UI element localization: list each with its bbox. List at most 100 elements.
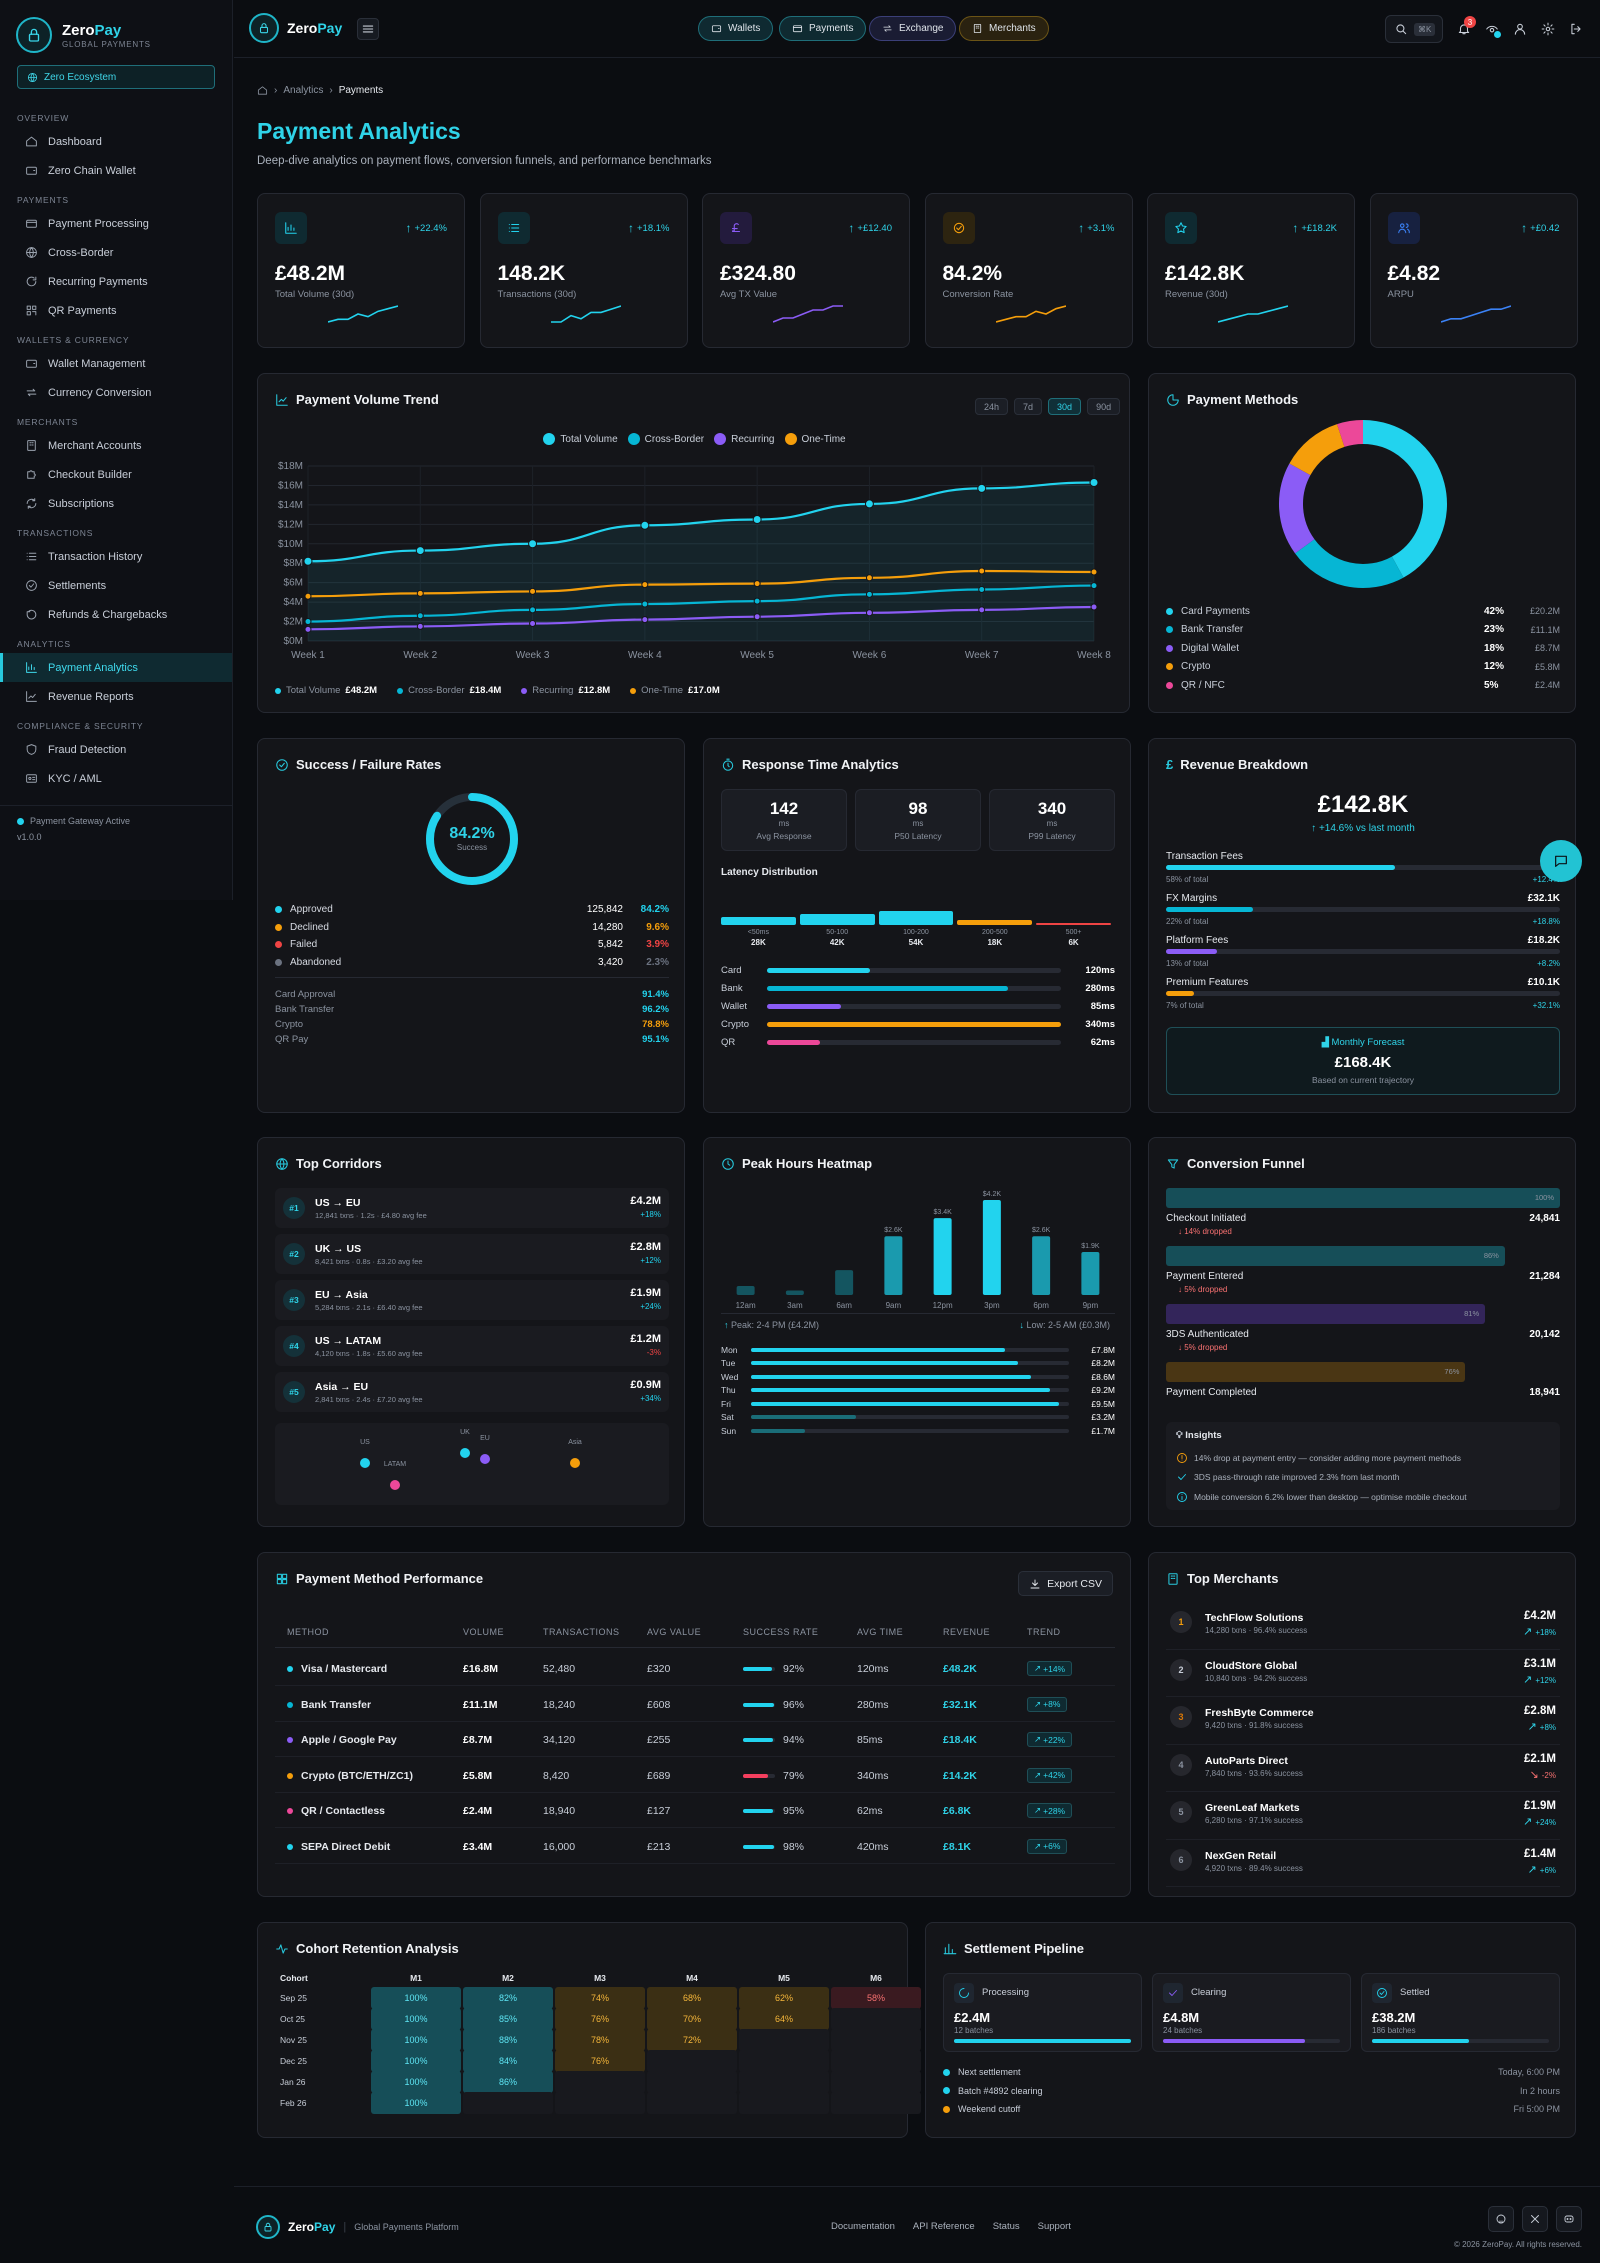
table-row[interactable]: Bank Transfer £11.1M 18,240 £608 96% 280ms £32…: [275, 1687, 1115, 1722]
settlement-stages: Processing £2.4M 12 batches Clearing £4.8M 24…: [943, 1973, 1560, 2052]
column-header[interactable]: Revenue: [943, 1627, 991, 1637]
home-icon[interactable]: [257, 85, 268, 96]
success-rate-cell: 79%: [743, 1770, 804, 1782]
sidebar-item-currency-conversion[interactable]: Currency Conversion: [0, 378, 232, 407]
sidebar-item-wallet-management[interactable]: Wallet Management: [0, 349, 232, 378]
sidebar-item-settlements[interactable]: Settlements: [0, 571, 232, 600]
bucket-count: 18K: [987, 938, 1003, 947]
footer-link-api-reference[interactable]: API Reference: [912, 2221, 975, 2232]
cohort-row-label: Oct 25: [280, 2014, 306, 2024]
network-button[interactable]: [1485, 22, 1501, 38]
column-header[interactable]: Avg Time: [857, 1627, 904, 1637]
sidebar-item-payment-analytics[interactable]: Payment Analytics: [0, 653, 232, 682]
column-header[interactable]: Success Rate: [743, 1627, 819, 1637]
sidebar-item-subscriptions[interactable]: Subscriptions: [0, 489, 232, 518]
funnel-step: 86% Payment Entered 21,284 ↓ 5% dropped: [1166, 1246, 1560, 1304]
menu-toggle-button[interactable]: [357, 18, 379, 40]
insight-row: 3DS pass-through rate improved 2.3% from…: [1176, 1468, 1550, 1488]
legend-item[interactable]: One-Time: [784, 433, 846, 445]
merchant-row[interactable]: 1 TechFlow Solutions 14,280 txns · 96.4% s…: [1166, 1602, 1560, 1650]
sidebar-item-merchant-accounts[interactable]: Merchant Accounts: [0, 431, 232, 460]
github-button[interactable]: [1488, 2206, 1514, 2232]
method-dot: [287, 1843, 293, 1850]
nav-pill-wallets[interactable]: Wallets: [698, 16, 774, 41]
method-name: SEPA Direct Debit: [301, 1840, 391, 1853]
arrow-down-icon: ↓: [1178, 1285, 1185, 1294]
chart-icon: ▟: [1321, 1037, 1332, 1048]
merchant-row[interactable]: 3 FreshByte Commerce 9,420 txns · 91.8% su…: [1166, 1697, 1560, 1745]
sidebar-item-kyc-aml[interactable]: KYC / AML: [0, 764, 232, 793]
sidebar-item-refunds-chargebacks[interactable]: Refunds & Chargebacks: [0, 600, 232, 629]
legend-item[interactable]: Cross-Border: [627, 433, 704, 445]
user-icon[interactable]: [1513, 22, 1527, 36]
arrow-up-icon: ↑: [1292, 221, 1299, 235]
range-90d[interactable]: 90d: [1087, 398, 1121, 415]
discord-button[interactable]: [1556, 2206, 1582, 2232]
sidebar-item-payment-processing[interactable]: Payment Processing: [0, 209, 232, 238]
sidebar-item-zero-chain-wallet[interactable]: Zero Chain Wallet: [0, 156, 232, 185]
table-row[interactable]: Apple / Google Pay £8.7M 34,120 £255 94% 85ms…: [275, 1722, 1115, 1757]
sidebar-item-cross-border[interactable]: Cross-Border: [0, 238, 232, 267]
notifications-button[interactable]: 3: [1457, 16, 1476, 36]
column-header[interactable]: Avg Value: [647, 1627, 702, 1637]
settlement-event: Batch #4892 clearing In 2 hours: [943, 2082, 1560, 2101]
range-7d[interactable]: 7d: [1014, 398, 1043, 415]
header-brand[interactable]: ZeroPay: [249, 13, 342, 43]
breadcrumb-analytics[interactable]: Analytics: [283, 85, 324, 96]
nav-pill-exchange[interactable]: Exchange: [869, 16, 957, 41]
search-button[interactable]: ⌘K: [1385, 15, 1443, 43]
sidebar-item-checkout-builder[interactable]: Checkout Builder: [0, 460, 232, 489]
logout-icon[interactable]: [1569, 22, 1583, 36]
header-brand-name: ZeroPay: [287, 20, 343, 36]
merchant-row[interactable]: 2 CloudStore Global 10,840 txns · 94.2% su…: [1166, 1650, 1560, 1697]
stage-track: [954, 2039, 1131, 2043]
sidebar-item-dashboard[interactable]: Dashboard: [0, 127, 232, 156]
footer-link-documentation[interactable]: Documentation: [831, 2221, 895, 2232]
sidebar-item-transaction-history[interactable]: Transaction History: [0, 542, 232, 571]
column-header[interactable]: Volume: [463, 1627, 505, 1637]
column-header[interactable]: Trend: [1027, 1627, 1061, 1637]
latency-bar: [721, 917, 796, 925]
corridor-row[interactable]: #3 EU → Asia 5,284 txns · 2.1s · £6.40 avg…: [275, 1280, 669, 1320]
corridor-row[interactable]: #5 Asia → EU 2,841 txns · 2.4s · £7.20 avg…: [275, 1372, 669, 1412]
kpi-icon-box: [275, 212, 307, 244]
table-row[interactable]: Crypto (BTC/ETH/ZC1) £5.8M 8,420 £689 79% 340…: [275, 1758, 1115, 1793]
gear-icon[interactable]: [1541, 22, 1555, 36]
export-csv-button[interactable]: Export CSV: [1018, 1571, 1113, 1596]
legend-item[interactable]: Recurring: [714, 433, 775, 445]
method-value: £20.2M: [1530, 606, 1561, 617]
funnel-label: Checkout Initiated: [1166, 1213, 1247, 1224]
nav-pill-merchants[interactable]: Merchants: [959, 16, 1049, 41]
sidebar-item-revenue-reports[interactable]: Revenue Reports: [0, 682, 232, 711]
column-header[interactable]: Method: [287, 1627, 329, 1637]
data-point: [1090, 582, 1098, 590]
sidebar-item-recurring-payments[interactable]: Recurring Payments: [0, 267, 232, 296]
ecosystem-button[interactable]: Zero Ecosystem: [17, 65, 215, 89]
x-button[interactable]: [1522, 2206, 1548, 2232]
range-24h[interactable]: 24h: [975, 398, 1009, 415]
merchant-row[interactable]: 6 NexGen Retail 4,920 txns · 89.4% success…: [1166, 1840, 1560, 1887]
funnel-step: 100% Checkout Initiated 24,841 ↓ 14% droppe…: [1166, 1188, 1560, 1246]
merchant-row[interactable]: 4 AutoParts Direct 7,840 txns · 93.6% succ…: [1166, 1745, 1560, 1792]
legend-item[interactable]: Total Volume: [543, 433, 618, 445]
merchant-row[interactable]: 5 GreenLeaf Markets 6,280 txns · 97.1% suc…: [1166, 1792, 1560, 1840]
divider: [275, 977, 669, 978]
chat-fab-button[interactable]: [1540, 840, 1582, 882]
footer-link-status[interactable]: Status: [992, 2221, 1020, 2232]
corridor-row[interactable]: #4 US → LATAM 4,120 txns · 1.8s · £5.60 av…: [275, 1326, 669, 1366]
sidebar-brand[interactable]: ZeroPay GLOBAL PAYMENTS: [0, 0, 232, 53]
corridor-row[interactable]: #1 US → EU 12,841 txns · 1.2s · £4.80 avg …: [275, 1188, 669, 1228]
table-row[interactable]: Visa / Mastercard £16.8M 52,480 £320 92% 120m…: [275, 1651, 1115, 1686]
column-header[interactable]: Transactions: [543, 1627, 620, 1637]
table-row[interactable]: SEPA Direct Debit £3.4M 16,000 £213 98% 420ms…: [275, 1829, 1115, 1864]
sidebar-item-qr-payments[interactable]: QR Payments: [0, 296, 232, 325]
sidebar-item-fraud-detection[interactable]: Fraud Detection: [0, 735, 232, 764]
nav-pill-payments[interactable]: Payments: [779, 16, 867, 41]
range-30d[interactable]: 30d: [1048, 398, 1082, 415]
footer-link-support[interactable]: Support: [1037, 2221, 1071, 2232]
corridor-row[interactable]: #2 UK → US 8,421 txns · 0.8s · £3.20 avg f…: [275, 1234, 669, 1274]
table-row[interactable]: QR / Contactless £2.4M 18,940 £127 95% 62ms £6…: [275, 1793, 1115, 1828]
ring-progress: [426, 793, 518, 885]
revenue-track: [1166, 949, 1560, 954]
kpi-card: ↑ +22.4% £48.2M Total Volume (30d): [257, 193, 465, 348]
